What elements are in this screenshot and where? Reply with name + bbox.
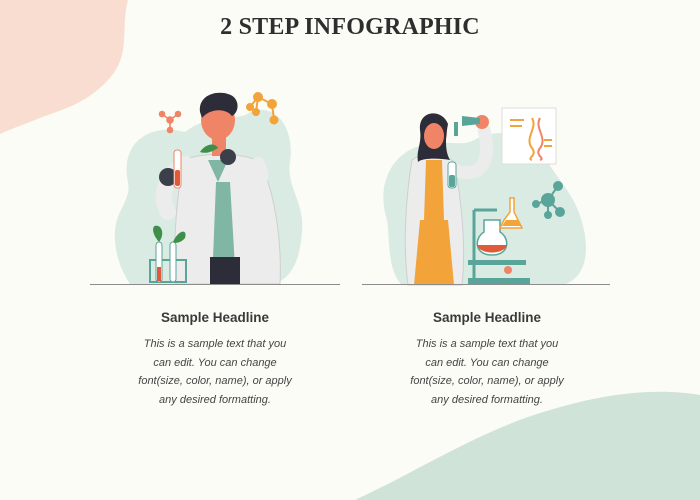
- step-1-body: This is a sample text that you can edit.…: [130, 335, 300, 409]
- scientist-with-test-tube-icon: [114, 92, 303, 285]
- divider-line: [90, 284, 340, 285]
- page-title: 2 STEP INFOGRAPHIC: [220, 14, 480, 40]
- scientist-with-pipette-icon: [383, 107, 586, 286]
- step-2-line: can edit. You can change: [425, 356, 549, 369]
- step-2-line: any desired formatting.: [431, 393, 543, 406]
- step-2-body: This is a sample text that you can edit.…: [402, 335, 572, 409]
- step-2-line: This is a sample text that you: [415, 338, 559, 350]
- step-1-line: any desired formatting.: [159, 393, 271, 406]
- step-1-line: font(size, color, name), or apply: [138, 375, 292, 387]
- step-1-line: This is a sample text that you: [143, 338, 287, 350]
- divider-line: [362, 284, 610, 285]
- step-2-line: font(size, color, name), or apply: [410, 375, 564, 387]
- step-1-headline: Sample Headline: [160, 310, 270, 325]
- step-1-line: can edit. You can change: [153, 356, 277, 369]
- step-2-headline: Sample Headline: [432, 310, 542, 325]
